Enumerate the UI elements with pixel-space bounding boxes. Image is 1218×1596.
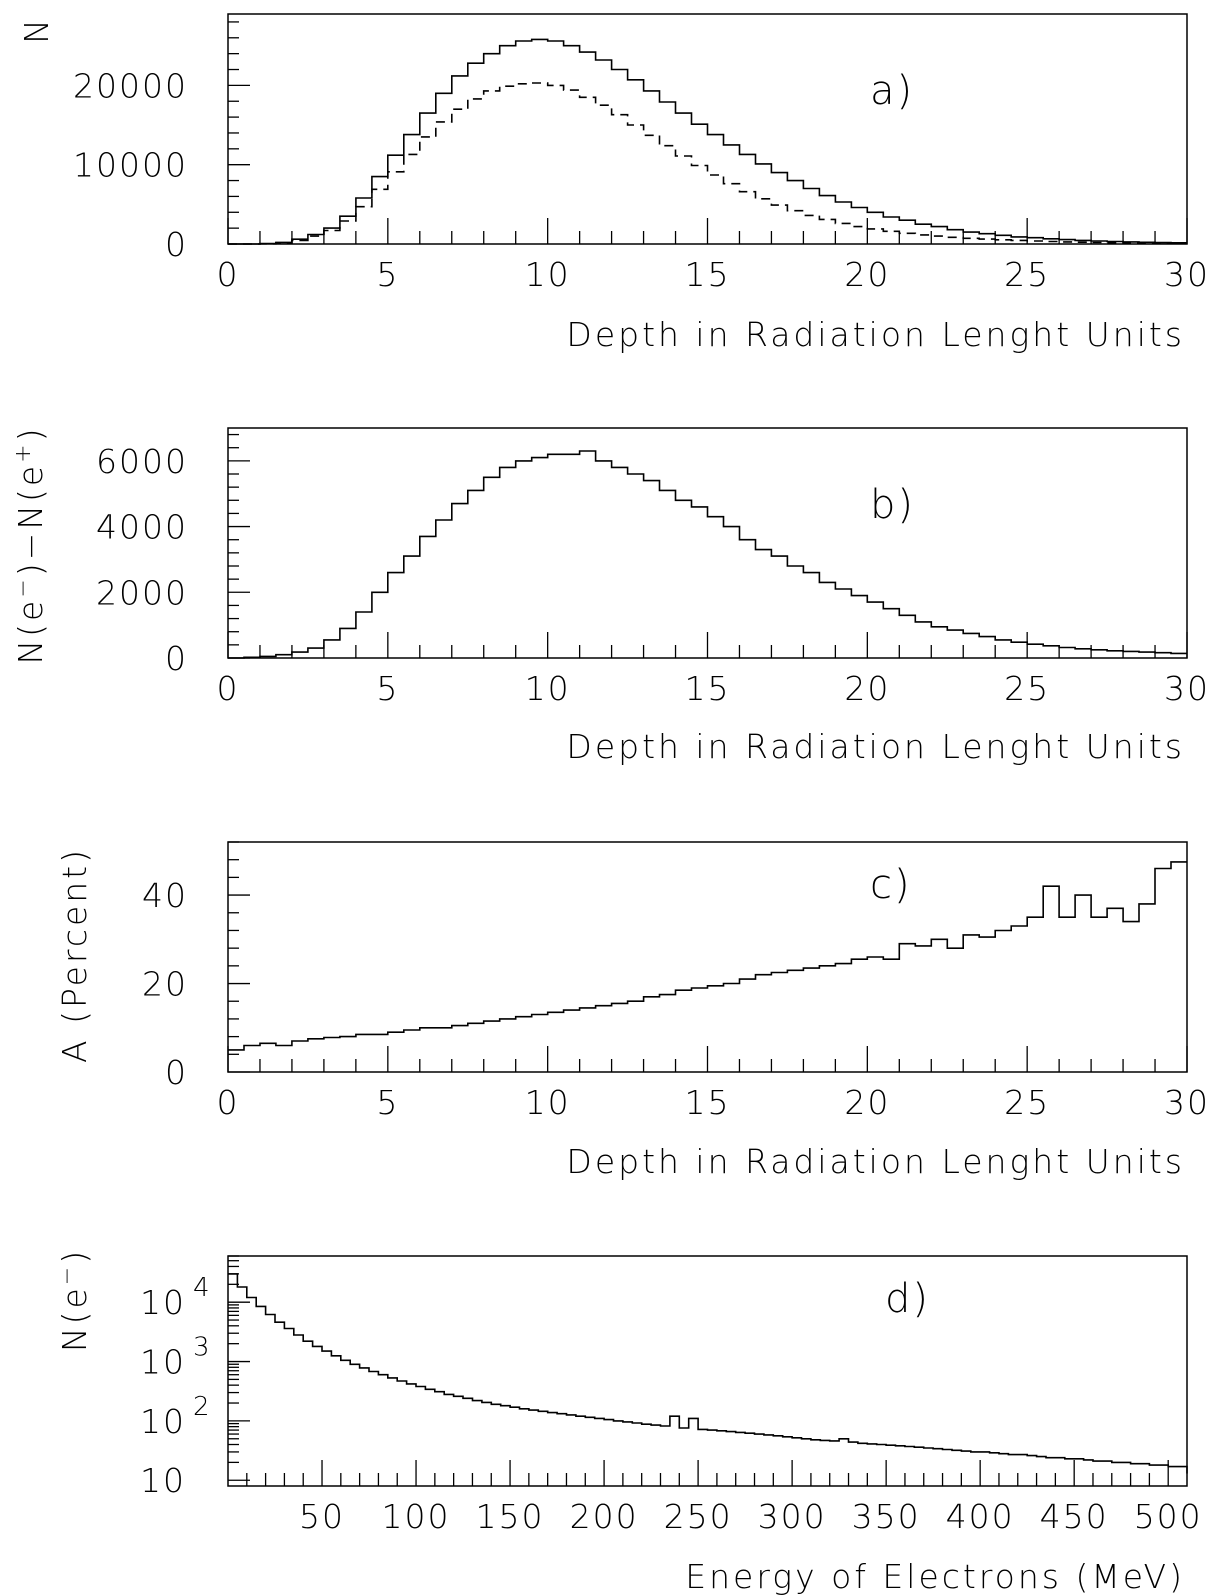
x-tick-label: 15 (685, 255, 731, 294)
x-tick-label: 0 (217, 255, 240, 294)
x-tick-label: 250 (664, 1497, 733, 1536)
y-tick-label: 2000 (96, 573, 188, 612)
x-tick-label: 100 (382, 1497, 451, 1536)
y-axis-title: N(e−) (55, 1248, 94, 1352)
y-tick-label: 0 (165, 639, 188, 678)
y-axis-title: N (17, 16, 56, 44)
y-tick-label: 6000 (96, 442, 188, 481)
series-solid-histogram (228, 38, 1187, 245)
x-tick-label: 200 (570, 1497, 639, 1536)
x-axis-title: Depth in Radiation Lenght Units (566, 1142, 1185, 1181)
y-tick-label: 10 (140, 1283, 186, 1322)
y-tick-exponent: 2 (193, 1392, 210, 1422)
x-tick-label: 450 (1040, 1497, 1109, 1536)
x-tick-label: 5 (376, 669, 399, 708)
x-tick-label: 20 (844, 669, 890, 708)
x-tick-label: 10 (525, 669, 571, 708)
y-tick-label: 40 (142, 876, 188, 915)
y-tick-label: 10 (140, 1343, 186, 1382)
x-tick-label: 350 (852, 1497, 921, 1536)
series-dashed-histogram (228, 82, 1187, 245)
x-tick-label: 20 (844, 1083, 890, 1122)
plot-frame (227, 427, 1188, 659)
plot-frame (227, 841, 1188, 1073)
x-tick-label: 25 (1004, 1083, 1050, 1122)
panel-c: 0 5 10 15 20 25 30 0 20 40 c) Depth in Radiation… (55, 841, 1210, 1181)
x-tick-label: 400 (946, 1497, 1015, 1536)
y-tick-label: 10 (140, 1461, 186, 1500)
x-axis-title: Depth in Radiation Lenght Units (566, 727, 1185, 766)
panel-a: 0 5 10 15 20 25 30 0 10000 20000 a) Depth in Rad… (17, 13, 1210, 354)
x-tick-label: 5 (376, 1083, 399, 1122)
panel-tag: b) (870, 482, 915, 528)
y-tick-label: 0 (165, 225, 188, 264)
y-tick-label: 10000 (73, 146, 188, 185)
x-tick-label: 500 (1134, 1497, 1203, 1536)
series-solid-histogram (228, 861, 1187, 1051)
x-tick-label: 300 (758, 1497, 827, 1536)
y-axis-title: N(e−)−N(e+) (11, 425, 50, 664)
series-solid-histogram (228, 450, 1187, 659)
x-tick-label: 15 (685, 669, 731, 708)
x-axis-title: Energy of Electrons (MeV) (685, 1557, 1185, 1596)
series-solid-histogram (228, 1273, 1188, 1474)
y-tick-label: 4000 (96, 508, 188, 547)
panel-tag: d) (885, 1276, 930, 1322)
panel-tag: a) (870, 68, 914, 114)
x-tick-label: 10 (525, 1083, 571, 1122)
x-tick-label: 30 (1164, 255, 1210, 294)
y-axis-title: A (Percent) (55, 847, 94, 1063)
x-tick-label: 25 (1004, 255, 1050, 294)
panel-tag: c) (870, 862, 912, 908)
x-tick-label: 150 (476, 1497, 545, 1536)
x-tick-label: 30 (1164, 669, 1210, 708)
y-tick-label: 0 (165, 1053, 188, 1092)
x-axis-title: Depth in Radiation Lenght Units (566, 315, 1185, 354)
x-tick-label: 25 (1004, 669, 1050, 708)
x-tick-label: 0 (217, 669, 240, 708)
y-tick-label: 20000 (73, 66, 188, 105)
x-tick-label: 30 (1164, 1083, 1210, 1122)
x-tick-label: 15 (685, 1083, 731, 1122)
y-tick-label: 10 (140, 1402, 186, 1441)
panel-b: 0 5 10 15 20 25 30 0 2000 4000 6000 b) Depth in R… (11, 425, 1210, 766)
x-tick-label: 5 (376, 255, 399, 294)
y-tick-label: 20 (142, 965, 188, 1004)
x-tick-label: 10 (525, 255, 571, 294)
y-tick-exponent: 4 (193, 1273, 210, 1303)
x-tick-label: 0 (217, 1083, 240, 1122)
x-tick-label: 20 (844, 255, 890, 294)
y-tick-exponent: 3 (193, 1333, 210, 1363)
x-tick-label: 50 (299, 1497, 345, 1536)
